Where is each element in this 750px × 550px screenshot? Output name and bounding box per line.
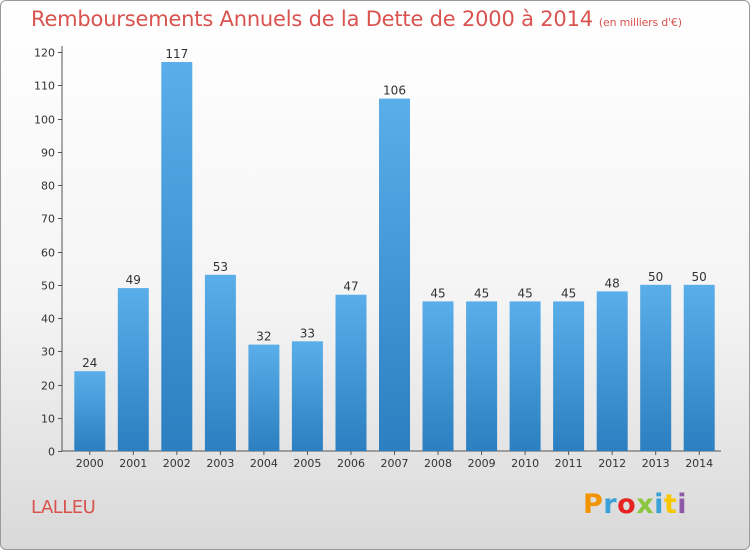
bar-2002	[161, 62, 193, 451]
chart-title-text: Remboursements Annuels de la Dette de 20…	[31, 7, 593, 31]
logo-letter: i	[677, 489, 688, 520]
y-tick-label: 100	[34, 114, 55, 127]
x-tick-label: 2009	[468, 457, 496, 470]
value-label: 24	[82, 356, 97, 370]
logo-letter: i	[654, 489, 664, 520]
x-tick-label: 2007	[381, 457, 409, 470]
x-tick-label: 2013	[642, 457, 670, 470]
x-tick-label: 2008	[424, 457, 452, 470]
bar-2003	[204, 274, 236, 451]
y-tick-label: 80	[41, 180, 55, 193]
logo-letter: P	[583, 489, 604, 520]
logo-letter: t	[663, 489, 678, 520]
y-tick-label: 50	[41, 280, 55, 293]
y-tick-label: 120	[34, 47, 55, 60]
value-label: 53	[213, 260, 228, 274]
x-tick-label: 2010	[511, 457, 539, 470]
x-tick-label: 2003	[206, 457, 234, 470]
logo-letter: o	[617, 489, 637, 520]
x-tick-label: 2002	[163, 457, 191, 470]
value-label: 45	[474, 286, 489, 300]
logo-letter: x	[636, 489, 655, 520]
bar-2008	[422, 301, 454, 451]
bar-2014	[683, 284, 715, 452]
value-label: 117	[165, 47, 188, 61]
proxiti-logo: Proxiti	[583, 489, 687, 520]
bar-2011	[553, 301, 585, 451]
y-tick-label: 10	[41, 413, 55, 426]
bar-2001	[117, 288, 149, 451]
x-tick-label: 2011	[555, 457, 583, 470]
chart-title: Remboursements Annuels de la Dette de 20…	[31, 7, 682, 31]
bar-2012	[596, 291, 628, 451]
y-tick-label: 0	[48, 446, 55, 459]
bar-2000	[74, 371, 106, 451]
bar-2013	[640, 284, 672, 452]
value-label: 50	[692, 270, 707, 284]
bar-2007	[379, 98, 410, 451]
chart-unit-note: (en milliers d'€)	[598, 16, 682, 29]
bar-2006	[335, 294, 367, 451]
x-tick-label: 2014	[685, 457, 713, 470]
x-tick-label: 2001	[119, 457, 147, 470]
value-label: 32	[256, 330, 271, 344]
value-label: 33	[300, 326, 315, 340]
x-tick-label: 2012	[598, 457, 626, 470]
axes: 0 10 20 30 40 50 60 70 80 90 100 110 120 2000 2001 2002…	[34, 46, 721, 470]
y-tick-label: 40	[41, 313, 55, 326]
y-tick-label: 30	[41, 346, 55, 359]
value-label: 45	[561, 286, 576, 300]
y-tick-label: 90	[41, 147, 55, 160]
y-tick-label: 110	[34, 80, 55, 93]
bar-2010	[509, 301, 541, 451]
value-label: 49	[126, 273, 141, 287]
logo-letter: r	[603, 489, 618, 520]
x-tick-label: 2006	[337, 457, 365, 470]
bar-2009	[466, 301, 498, 451]
bars	[74, 62, 715, 452]
x-tick-label: 2005	[293, 457, 321, 470]
bar-2004	[248, 344, 280, 451]
y-tick-label: 70	[41, 213, 55, 226]
value-label: 50	[648, 270, 663, 284]
value-label: 106	[383, 84, 406, 98]
x-tick-label: 2004	[250, 457, 278, 470]
y-tick-label: 60	[41, 247, 55, 260]
value-label: 48	[605, 276, 620, 290]
value-label: 45	[517, 286, 532, 300]
x-tick-label: 2000	[76, 457, 104, 470]
value-label: 47	[343, 280, 358, 294]
y-tick-label: 20	[41, 380, 55, 393]
labels: 24 49 117 53 32 33 47 106 45 45 45 45 48 50 50	[82, 47, 707, 370]
bar-2005	[291, 341, 323, 451]
commune-name: LALLEU	[31, 497, 96, 518]
value-label: 45	[430, 286, 445, 300]
